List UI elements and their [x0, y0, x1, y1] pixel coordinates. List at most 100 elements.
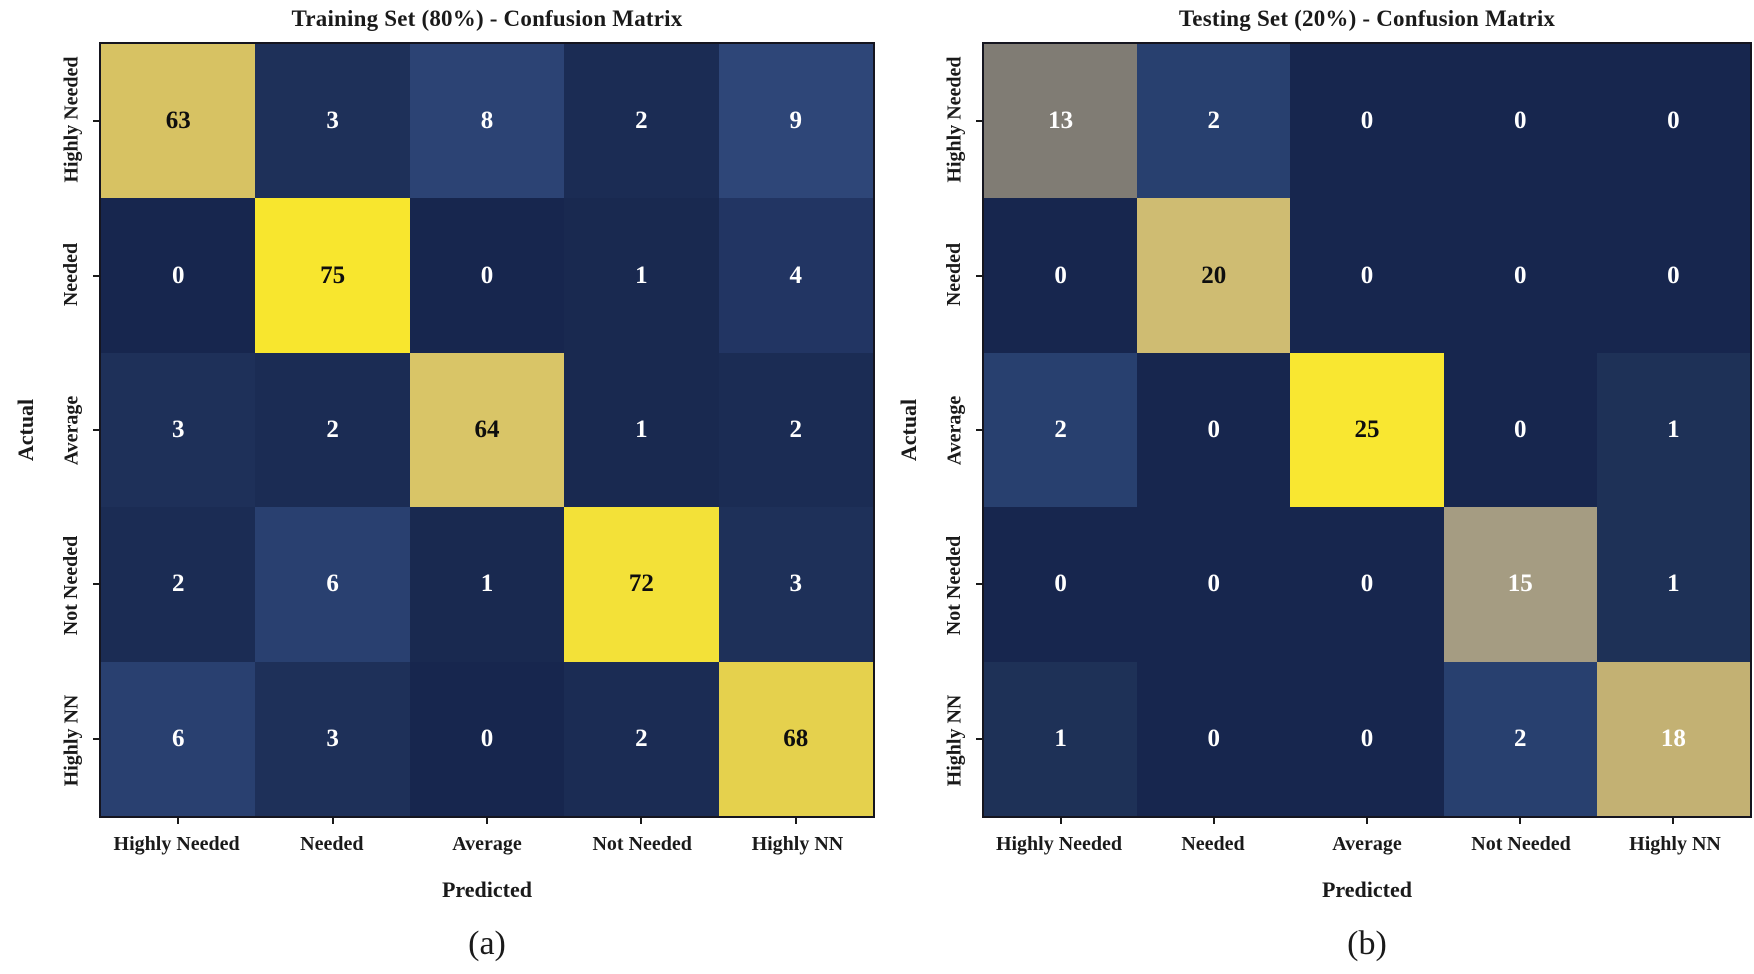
heatmap-cell: 4	[718, 198, 873, 353]
x-tick-label: Highly Needed	[995, 832, 1123, 855]
heatmap-cell: 72	[564, 507, 719, 662]
heatmap-cell: 0	[101, 198, 256, 353]
heatmap-cell: 2	[1137, 44, 1291, 199]
heatmap-cell: 68	[718, 661, 873, 816]
x-tick-labels-training: Highly Needed Needed Average Not Needed High…	[99, 826, 875, 862]
heatmap-cell: 2	[984, 352, 1138, 508]
y-tick-label-text: Highly Needed	[943, 56, 966, 183]
heatmap-cell: 2	[101, 507, 256, 662]
heatmap-cell: 0	[1596, 44, 1750, 199]
x-tick-label: Needed	[300, 832, 364, 855]
x-tick-label: Highly NN	[751, 832, 844, 855]
heatmap-cell: 0	[409, 661, 565, 816]
heatmap-cell: 0	[1137, 352, 1291, 508]
heatmap-cell: 0	[409, 198, 565, 353]
y-tick-label: Highly Needed	[49, 42, 95, 197]
heatmap-cell: 0	[1443, 352, 1597, 508]
x-axis-tick	[1672, 818, 1675, 824]
y-tick-label: Average	[932, 352, 978, 507]
y-axis-label-text: Actual	[13, 398, 39, 462]
x-tick-label: Not Needed	[592, 832, 692, 855]
y-tick-label: Average	[49, 352, 95, 507]
heatmap-cell: 0	[984, 198, 1138, 353]
subfigure-caption-b: (b)	[1347, 925, 1387, 962]
x-tick-labels-testing: Highly Needed Needed Average Not Needed High…	[982, 826, 1752, 862]
heatmap-cell: 75	[255, 198, 410, 353]
x-axis-tick	[1212, 818, 1215, 824]
y-tick-label: Needed	[932, 197, 978, 352]
y-tick-label-text: Needed	[60, 243, 83, 307]
heatmap-cell: 0	[1596, 198, 1750, 353]
heatmap-cell: 2	[564, 44, 719, 199]
y-axis-tick	[976, 583, 982, 586]
y-axis-tick	[976, 120, 982, 123]
y-axis-label-text: Actual	[896, 398, 922, 462]
y-tick-label-text: Needed	[943, 243, 966, 307]
x-axis-tick	[794, 818, 797, 824]
x-tick-label: Not Needed	[1471, 832, 1571, 855]
x-axis-tick	[331, 818, 334, 824]
x-axis-label-testing: Predicted	[1321, 877, 1412, 902]
heatmap-cell: 0	[984, 507, 1138, 662]
heatmap-cell: 0	[1443, 198, 1597, 353]
x-tick-label: Average	[452, 832, 522, 855]
y-axis-tick	[93, 429, 99, 431]
heatmap-cell: 0	[1137, 661, 1291, 816]
heatmap-cell: 3	[718, 507, 873, 662]
y-tick-label-text: Average	[60, 395, 83, 465]
heatmap-cell: 1	[564, 352, 719, 508]
x-axis-label-training: Predicted	[441, 877, 532, 902]
heatmap-cell: 1	[1596, 352, 1750, 508]
heatmap-grid-training: 63 3 8 2 9 0 75 0 1 4 3 2 64 1 2 2 6 1 72 3 6 3 0 2 68	[93, 42, 875, 824]
x-axis-tick	[177, 818, 180, 824]
heatmap-cell: 1	[1596, 507, 1750, 662]
x-tick-label: Highly Needed	[113, 832, 240, 855]
heatmap-cell: 0	[1137, 507, 1291, 662]
x-tick-label: Needed	[1181, 832, 1245, 855]
heatmap-cell: 3	[101, 352, 256, 508]
y-tick-label-text: Highly Needed	[60, 56, 83, 183]
heatmap-cell: 0	[1290, 507, 1444, 662]
heatmap-cell: 64	[409, 352, 565, 508]
y-tick-label: Not Needed	[932, 508, 978, 663]
heatmap-cell: 15	[1443, 507, 1597, 662]
x-axis-tick	[1059, 818, 1062, 824]
y-tick-label: Highly NN	[49, 663, 95, 818]
chart-title-training: Training Set (80%) - Confusion Matrix	[291, 6, 683, 31]
y-tick-label-text: Highly NN	[60, 694, 83, 787]
heatmap-cell: 13	[984, 44, 1138, 199]
y-tick-label-text: Not Needed	[60, 535, 83, 635]
heatmap-cell: 9	[718, 44, 873, 199]
y-axis-tick	[976, 737, 982, 740]
chart-title-testing: Testing Set (20%) - Confusion Matrix	[1178, 6, 1556, 31]
y-tick-label: Highly Needed	[932, 42, 978, 197]
heatmap-cell: 0	[1443, 44, 1597, 199]
y-axis-label-testing: Actual	[891, 42, 927, 818]
y-axis-label-training: Actual	[8, 42, 44, 818]
heatmap-cell: 18	[1596, 661, 1750, 816]
heatmap-cell: 2	[718, 352, 873, 508]
y-tick-label-text: Not Needed	[943, 535, 966, 635]
heatmap-cell: 2	[255, 352, 410, 508]
y-tick-label: Not Needed	[49, 508, 95, 663]
heatmap-cell: 1	[984, 661, 1138, 816]
y-axis-tick	[93, 737, 99, 740]
heatmap-cell: 63	[101, 44, 256, 199]
heatmap-cell: 0	[1290, 44, 1444, 199]
y-axis-tick	[93, 583, 99, 586]
heatmap-cell: 2	[1443, 661, 1597, 816]
heatmap-cell: 6	[101, 661, 256, 816]
y-tick-label-text: Average	[943, 395, 966, 465]
x-axis-tick	[1519, 818, 1522, 824]
y-tick-label: Highly NN	[932, 663, 978, 818]
heatmap-cell: 25	[1290, 352, 1444, 508]
heatmap-cell: 0	[1290, 661, 1444, 816]
y-axis-tick	[93, 274, 99, 277]
x-tick-label: Highly NN	[1629, 832, 1721, 855]
heatmap-grid-testing: 13 2 0 0 0 0 20 0 0 0 2 0 25 0 1 0 0 0 15 1 1 0 0 2 18	[976, 42, 1752, 824]
y-tick-labels-testing: Highly Needed Needed Average Not Needed High…	[932, 42, 978, 818]
heatmap-cell: 6	[255, 507, 410, 662]
heatmap-cell: 1	[564, 198, 719, 353]
